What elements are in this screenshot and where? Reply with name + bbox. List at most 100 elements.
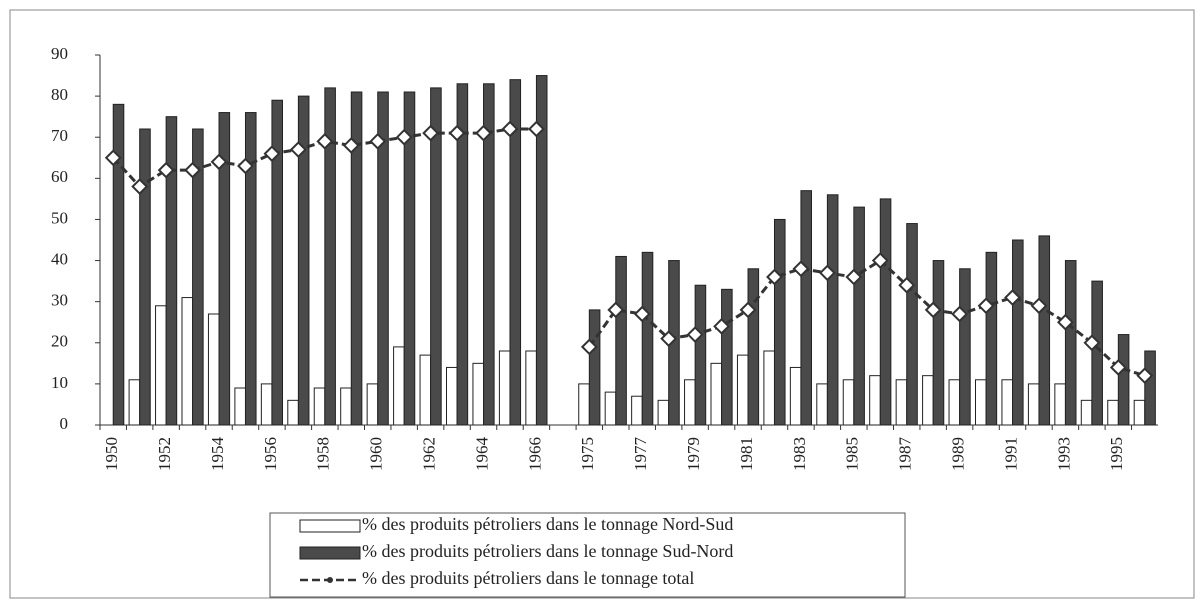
y-tick-label: 10 (51, 373, 68, 392)
legend-marker (327, 577, 333, 583)
legend-swatch (299, 519, 361, 533)
x-tick-label: 1964 (472, 437, 491, 472)
x-tick-label: 1977 (631, 437, 650, 472)
bar (578, 383, 590, 426)
bar (906, 223, 918, 426)
line-marker (184, 161, 201, 179)
line-marker (713, 317, 730, 335)
bar (895, 379, 908, 426)
bar (1012, 239, 1024, 426)
bar (641, 251, 654, 426)
y-tick-label: 40 (51, 249, 68, 268)
line-marker (871, 252, 889, 269)
x-tick-label: 1989 (949, 437, 968, 471)
bar (112, 103, 125, 426)
x-tick-label: 1954 (208, 437, 227, 472)
bar (525, 350, 537, 426)
x-tick-label: 1985 (843, 437, 862, 471)
legend-box (269, 512, 906, 598)
x-tick-label: 1950 (102, 437, 121, 471)
bar (181, 297, 194, 426)
line-marker (766, 268, 783, 286)
bar (763, 350, 775, 426)
bar (736, 354, 749, 426)
bar (1038, 235, 1051, 426)
line-marker (1004, 289, 1021, 306)
bar (498, 350, 511, 426)
bar (959, 268, 971, 426)
bar (218, 112, 231, 426)
x-tick-label: 1995 (1107, 437, 1126, 471)
line-marker (1057, 313, 1074, 331)
x-tick-label: 1987 (896, 437, 915, 472)
y-tick-label: 50 (51, 208, 68, 227)
chart-frame (9, 9, 1195, 599)
bar (588, 309, 601, 426)
line-marker (448, 124, 466, 142)
bar (879, 198, 892, 426)
bar (472, 362, 485, 426)
bar (948, 379, 961, 426)
bar (615, 255, 627, 426)
x-tick-label: 1993 (1054, 437, 1073, 471)
bar (430, 87, 442, 426)
bar (684, 379, 696, 426)
line-marker (686, 326, 704, 343)
bar (155, 305, 167, 426)
bar (853, 206, 865, 426)
bar (287, 399, 299, 426)
bar (139, 128, 151, 426)
line-marker (157, 161, 175, 179)
bar (604, 391, 617, 426)
bar (1080, 399, 1093, 426)
bar (483, 83, 495, 426)
bar (1054, 383, 1066, 426)
bar (260, 383, 273, 426)
line-marker (263, 145, 281, 163)
bar (509, 79, 522, 426)
legend-label: % des produits pétroliers dans le tonnag… (362, 541, 733, 561)
bar (710, 362, 723, 426)
bar (271, 99, 284, 426)
line-marker (818, 264, 836, 282)
line-marker (977, 297, 995, 315)
bar (456, 83, 469, 426)
y-tick-label: 20 (51, 332, 68, 351)
line-marker (660, 330, 678, 348)
bar (694, 284, 707, 426)
bar (165, 116, 178, 426)
x-tick-label: 1956 (261, 437, 280, 471)
x-tick-label: 1991 (1001, 437, 1020, 471)
line-marker (342, 137, 360, 154)
bar (244, 112, 257, 426)
bar (324, 87, 336, 426)
line-marker (316, 132, 334, 150)
bar (1133, 399, 1146, 426)
bar (313, 387, 326, 426)
line-marker (289, 141, 307, 158)
x-tick-label: 1983 (790, 437, 809, 471)
bar (932, 260, 945, 426)
line-marker (237, 157, 254, 175)
x-tick-label: 1958 (314, 437, 333, 471)
line-marker (528, 120, 545, 138)
y-tick-label: 70 (51, 126, 68, 145)
bar (922, 375, 934, 426)
line-marker (898, 276, 916, 294)
bar (297, 95, 310, 426)
y-tick-label: 90 (51, 44, 68, 63)
x-tick-label: 1960 (367, 437, 386, 471)
line-marker (131, 178, 149, 195)
bar (1091, 280, 1103, 426)
bar (1001, 379, 1014, 426)
bar (800, 190, 813, 426)
line-marker (1109, 359, 1127, 376)
line-marker (369, 132, 387, 150)
x-tick-label: 1962 (420, 437, 439, 471)
line-marker (845, 268, 863, 286)
bar (535, 75, 548, 426)
line-marker (1136, 367, 1154, 385)
legend-swatch (299, 546, 361, 560)
line-marker (395, 128, 413, 146)
bar (419, 354, 432, 426)
